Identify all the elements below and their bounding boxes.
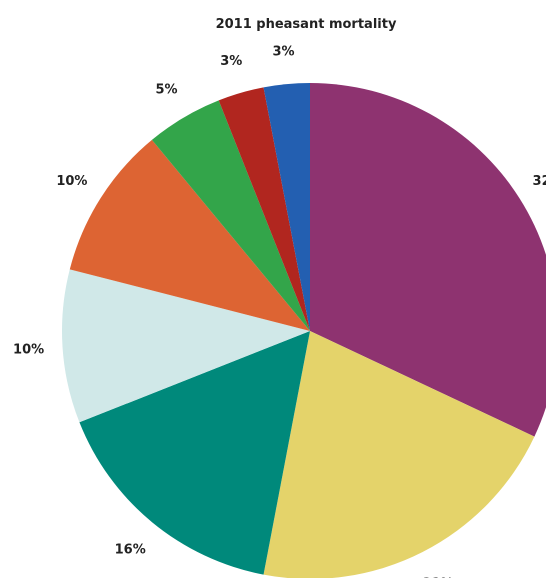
pie-slice [263, 83, 310, 331]
pie-slice [79, 331, 310, 575]
pie-slice [62, 269, 311, 423]
pie-slice [218, 87, 310, 331]
slice-label: 5% [155, 82, 177, 97]
slice-label: 32% [533, 174, 546, 189]
slice-label: 10% [56, 174, 87, 189]
slice-labels: 32% 21% 16% 10% 10% 5% 3% 3% [13, 44, 546, 578]
pie-slice [310, 83, 546, 437]
pie-slice [263, 331, 535, 578]
slice-label: 21% [422, 576, 453, 578]
pie-slice [151, 100, 310, 331]
slice-label: 3% [272, 44, 294, 59]
chart-title: 2011 pheasant mortality [216, 17, 397, 32]
pie-slices [62, 83, 546, 578]
slice-label: 16% [115, 542, 146, 557]
pie-slice [69, 139, 310, 331]
slice-label: 10% [13, 343, 44, 358]
slice-label: 3% [220, 54, 242, 69]
